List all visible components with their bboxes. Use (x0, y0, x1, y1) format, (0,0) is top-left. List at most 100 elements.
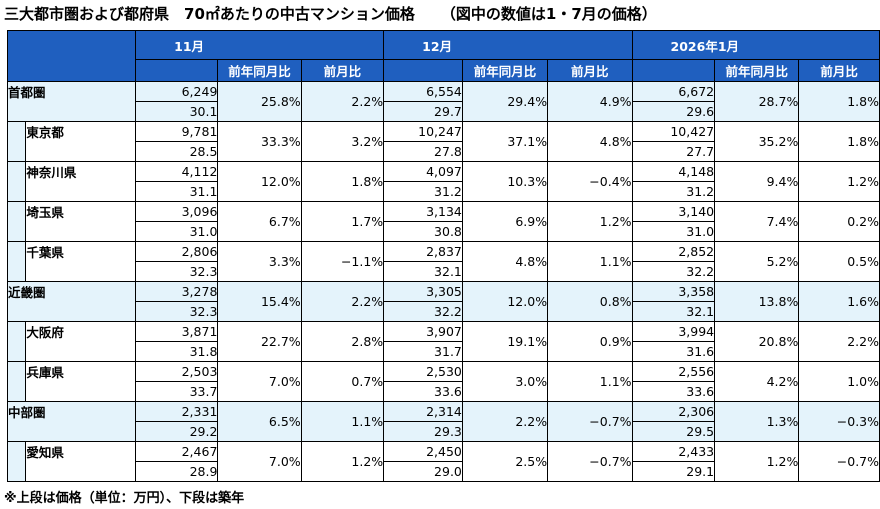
price-cell: 3,305 (383, 281, 463, 302)
mom-cell: 1.1% (547, 241, 633, 282)
price-cell: 6,554 (383, 81, 463, 102)
table-row: 30.1 29.7 29.6 (8, 101, 880, 122)
price-cell: 9,781 (135, 121, 219, 142)
yoy-cell: 5.2% (714, 241, 800, 282)
region-name: 中部圏 (6, 401, 137, 442)
mom-cell: 1.2% (798, 161, 880, 202)
mom-cell: −0.7% (547, 441, 633, 482)
yoy-cell: 20.8% (714, 321, 800, 362)
age-cell: 32.1 (631, 301, 716, 322)
corner-cell (6, 30, 137, 82)
yoy-cell: 2.5% (461, 441, 549, 482)
mom-cell: −0.7% (798, 441, 880, 482)
age-cell: 31.6 (631, 341, 716, 362)
price-cell: 6,672 (631, 81, 716, 102)
mom-cell: −0.4% (547, 161, 633, 202)
age-cell: 32.1 (383, 261, 463, 282)
mom-cell: 1.8% (798, 81, 880, 122)
mom-cell: 1.8% (798, 121, 880, 162)
mom-subheader: 前月比 (300, 59, 385, 82)
yoy-cell: 29.4% (461, 81, 549, 122)
mom-cell: 1.6% (798, 281, 880, 322)
age-cell: 32.3 (135, 261, 219, 282)
table-row: 29.2 29.3 29.5 (8, 421, 880, 442)
yoy-cell: 22.7% (217, 321, 302, 362)
mom-cell: 0.2% (798, 201, 880, 242)
price-cell: 10,247 (383, 121, 463, 142)
mom-cell: 2.8% (300, 321, 385, 362)
region-gutter (6, 441, 27, 482)
table-row: 千葉県 2,806 3.3% −1.1% 2,837 4.8% 1.1% 2,852 5.2% 0… (6, 241, 880, 282)
price-cell: 2,837 (383, 241, 463, 262)
mom-cell: 1.7% (300, 201, 385, 242)
table-row: 32.3 32.2 32.1 (8, 301, 880, 322)
mom-subheader: 前月比 (798, 59, 880, 82)
yoy-cell: 6.5% (217, 401, 302, 442)
age-cell: 29.3 (383, 421, 463, 442)
yoy-cell: 9.4% (714, 161, 800, 202)
mom-cell: 2.2% (300, 281, 385, 322)
yoy-cell: 37.1% (461, 121, 549, 162)
mom-cell: 0.7% (300, 361, 385, 402)
prefecture-name: 愛知県 (25, 441, 137, 482)
period-header: 2026年1月 (631, 30, 880, 60)
prefecture-name: 神奈川県 (25, 161, 137, 202)
footnote: ※上段は価格（単位：万円）、下段は築年 (4, 491, 245, 506)
title-main: 三大都市圏および都府県 70㎡あたりの中古マンション価格 (4, 5, 415, 23)
yoy-cell: 4.2% (714, 361, 800, 402)
mom-cell: 2.2% (300, 81, 385, 122)
age-cell: 33.6 (383, 381, 463, 402)
yoy-subheader: 前年同月比 (461, 59, 549, 82)
price-subheader (135, 59, 219, 82)
table-row: 28.9 29.0 29.1 (8, 461, 880, 482)
yoy-cell: 25.8% (217, 81, 302, 122)
prefecture-name: 埼玉県 (25, 201, 137, 242)
mom-cell: 3.2% (300, 121, 385, 162)
age-cell: 28.5 (135, 141, 219, 162)
region-name: 近畿圏 (6, 281, 137, 322)
age-cell: 31.2 (383, 181, 463, 202)
price-cell: 10,427 (631, 121, 716, 142)
price-cell: 2,433 (631, 441, 716, 462)
price-cell: 3,871 (135, 321, 219, 342)
table-row: 近畿圏 3,278 15.4% 2.2% 3,305 12.0% 0.8% 3,358 13.8… (6, 281, 880, 322)
mom-cell: 1.1% (300, 401, 385, 442)
yoy-cell: 12.0% (217, 161, 302, 202)
age-cell: 33.7 (135, 381, 219, 402)
age-cell: 31.1 (135, 181, 219, 202)
prefecture-name: 大阪府 (25, 321, 137, 362)
age-cell: 31.0 (631, 221, 716, 242)
table-row: 32.3 32.1 32.2 (8, 261, 880, 282)
mom-cell: 1.0% (798, 361, 880, 402)
yoy-cell: 4.8% (461, 241, 549, 282)
age-cell: 29.0 (383, 461, 463, 482)
mom-cell: 0.5% (798, 241, 880, 282)
price-cell: 3,096 (135, 201, 219, 222)
age-cell: 29.2 (135, 421, 219, 442)
region-gutter (6, 241, 27, 282)
price-cell: 2,852 (631, 241, 716, 262)
price-table: 11月 12月 2026年1月 前年同月比 前月比 前年同月比 前月比 前年同月… (6, 30, 880, 482)
age-cell: 29.1 (631, 461, 716, 482)
age-cell: 29.7 (383, 101, 463, 122)
price-cell: 3,278 (135, 281, 219, 302)
mom-cell: 4.9% (547, 81, 633, 122)
price-cell: 3,994 (631, 321, 716, 342)
region-gutter (6, 121, 27, 162)
yoy-cell: 28.7% (714, 81, 800, 122)
yoy-cell: 6.7% (217, 201, 302, 242)
price-cell: 3,134 (383, 201, 463, 222)
age-cell: 27.8 (383, 141, 463, 162)
price-cell: 4,112 (135, 161, 219, 182)
yoy-cell: 6.9% (461, 201, 549, 242)
period-header-row: 11月 12月 2026年1月 (6, 30, 880, 82)
period-header: 11月 (135, 30, 385, 60)
price-cell: 2,306 (631, 401, 716, 422)
mom-cell: 1.2% (300, 441, 385, 482)
region-gutter (6, 321, 27, 362)
price-cell: 3,140 (631, 201, 716, 222)
yoy-cell: 7.4% (714, 201, 800, 242)
mom-cell: 0.8% (547, 281, 633, 322)
yoy-cell: 35.2% (714, 121, 800, 162)
region-gutter (6, 201, 27, 242)
